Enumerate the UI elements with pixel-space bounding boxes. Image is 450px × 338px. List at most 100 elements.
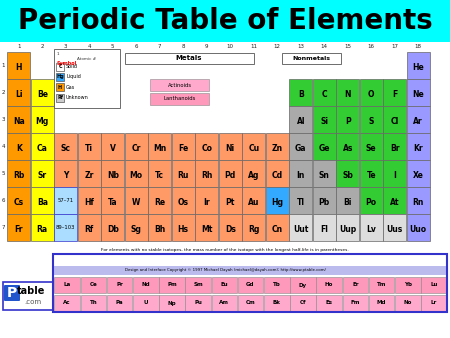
Text: Rn: Rn bbox=[413, 198, 424, 207]
Text: Lanthanoids: Lanthanoids bbox=[163, 96, 196, 101]
FancyBboxPatch shape bbox=[172, 134, 194, 160]
Text: Hg: Hg bbox=[271, 198, 283, 207]
Text: Rf: Rf bbox=[57, 95, 63, 100]
FancyBboxPatch shape bbox=[56, 63, 64, 71]
FancyBboxPatch shape bbox=[289, 134, 312, 160]
FancyBboxPatch shape bbox=[172, 214, 194, 241]
Text: Ne: Ne bbox=[412, 90, 424, 99]
Text: 4: 4 bbox=[87, 45, 91, 49]
Text: Si: Si bbox=[320, 117, 328, 126]
Text: Li: Li bbox=[15, 90, 22, 99]
Text: Ga: Ga bbox=[295, 144, 306, 153]
Text: Mn: Mn bbox=[153, 144, 166, 153]
Text: Br: Br bbox=[390, 144, 400, 153]
FancyBboxPatch shape bbox=[266, 214, 288, 241]
Text: 3: 3 bbox=[64, 45, 68, 49]
Text: Mo: Mo bbox=[130, 171, 143, 180]
Text: S: S bbox=[369, 117, 374, 126]
FancyBboxPatch shape bbox=[150, 93, 209, 105]
FancyBboxPatch shape bbox=[148, 134, 171, 160]
Text: Cn: Cn bbox=[272, 225, 283, 234]
FancyBboxPatch shape bbox=[238, 277, 263, 293]
Text: P: P bbox=[7, 286, 17, 300]
Text: 12: 12 bbox=[274, 45, 281, 49]
Text: .com: .com bbox=[24, 299, 41, 305]
FancyBboxPatch shape bbox=[195, 187, 218, 214]
Text: Design and Interface Copyright © 1997 Michael Dayah (michael@dayah.com); http://: Design and Interface Copyright © 1997 Mi… bbox=[125, 268, 325, 272]
FancyBboxPatch shape bbox=[78, 187, 101, 214]
Text: Np: Np bbox=[167, 300, 176, 306]
FancyBboxPatch shape bbox=[360, 106, 382, 132]
FancyBboxPatch shape bbox=[31, 79, 54, 105]
Text: Sm: Sm bbox=[194, 283, 203, 288]
Text: Rf: Rf bbox=[85, 225, 94, 234]
Text: B: B bbox=[298, 90, 304, 99]
FancyBboxPatch shape bbox=[383, 161, 406, 187]
FancyBboxPatch shape bbox=[107, 277, 132, 293]
FancyBboxPatch shape bbox=[150, 79, 209, 91]
Text: Db: Db bbox=[107, 225, 119, 234]
Text: Solid: Solid bbox=[66, 64, 78, 69]
FancyBboxPatch shape bbox=[266, 161, 288, 187]
Text: 10: 10 bbox=[227, 45, 234, 49]
Text: 89–103: 89–103 bbox=[56, 225, 76, 230]
Text: Lv: Lv bbox=[366, 225, 376, 234]
FancyBboxPatch shape bbox=[125, 134, 148, 160]
FancyBboxPatch shape bbox=[133, 295, 158, 311]
Text: For elements with no stable isotopes, the mass number of the isotope with the lo: For elements with no stable isotopes, th… bbox=[101, 248, 349, 252]
FancyBboxPatch shape bbox=[337, 161, 359, 187]
Text: At: At bbox=[390, 198, 400, 207]
FancyBboxPatch shape bbox=[125, 53, 254, 64]
Text: Cu: Cu bbox=[248, 144, 259, 153]
Text: Lr: Lr bbox=[431, 300, 437, 306]
FancyBboxPatch shape bbox=[81, 295, 106, 311]
FancyBboxPatch shape bbox=[243, 187, 265, 214]
Text: 2: 2 bbox=[40, 45, 44, 49]
Text: Gas: Gas bbox=[66, 85, 75, 90]
Text: Au: Au bbox=[248, 198, 260, 207]
FancyBboxPatch shape bbox=[78, 134, 101, 160]
FancyBboxPatch shape bbox=[264, 277, 289, 293]
Text: 2: 2 bbox=[1, 90, 5, 95]
FancyBboxPatch shape bbox=[337, 106, 359, 132]
Text: 7: 7 bbox=[1, 225, 5, 230]
Text: Dy: Dy bbox=[299, 283, 307, 288]
FancyBboxPatch shape bbox=[407, 106, 430, 132]
Text: Cf: Cf bbox=[300, 300, 306, 306]
Text: Pm: Pm bbox=[167, 283, 177, 288]
FancyBboxPatch shape bbox=[219, 161, 242, 187]
FancyBboxPatch shape bbox=[316, 295, 342, 311]
Text: Tb: Tb bbox=[273, 283, 281, 288]
FancyBboxPatch shape bbox=[133, 277, 158, 293]
Text: Sg: Sg bbox=[131, 225, 142, 234]
Text: Es: Es bbox=[326, 300, 333, 306]
FancyBboxPatch shape bbox=[313, 187, 336, 214]
Text: La: La bbox=[63, 283, 71, 288]
Text: Symbol: Symbol bbox=[57, 61, 77, 66]
Text: Fe: Fe bbox=[178, 144, 189, 153]
Text: Gd: Gd bbox=[246, 283, 255, 288]
Text: Pa: Pa bbox=[116, 300, 123, 306]
Text: table: table bbox=[17, 286, 45, 296]
FancyBboxPatch shape bbox=[289, 187, 312, 214]
Text: V: V bbox=[110, 144, 116, 153]
FancyBboxPatch shape bbox=[7, 134, 30, 160]
Text: Zr: Zr bbox=[85, 171, 94, 180]
FancyBboxPatch shape bbox=[54, 277, 80, 293]
Text: Nb: Nb bbox=[107, 171, 119, 180]
FancyBboxPatch shape bbox=[407, 79, 430, 105]
FancyBboxPatch shape bbox=[369, 277, 394, 293]
Text: Re: Re bbox=[154, 198, 165, 207]
FancyBboxPatch shape bbox=[407, 161, 430, 187]
Text: Pd: Pd bbox=[225, 171, 236, 180]
FancyBboxPatch shape bbox=[101, 134, 124, 160]
Text: Eu: Eu bbox=[220, 283, 228, 288]
Text: 57–71: 57–71 bbox=[58, 198, 74, 203]
Text: F: F bbox=[392, 90, 397, 99]
Text: 5: 5 bbox=[1, 171, 5, 176]
Text: Al: Al bbox=[297, 117, 305, 126]
FancyBboxPatch shape bbox=[56, 94, 64, 102]
Text: Se: Se bbox=[366, 144, 377, 153]
Text: Pu: Pu bbox=[194, 300, 202, 306]
Text: Ar: Ar bbox=[414, 117, 423, 126]
